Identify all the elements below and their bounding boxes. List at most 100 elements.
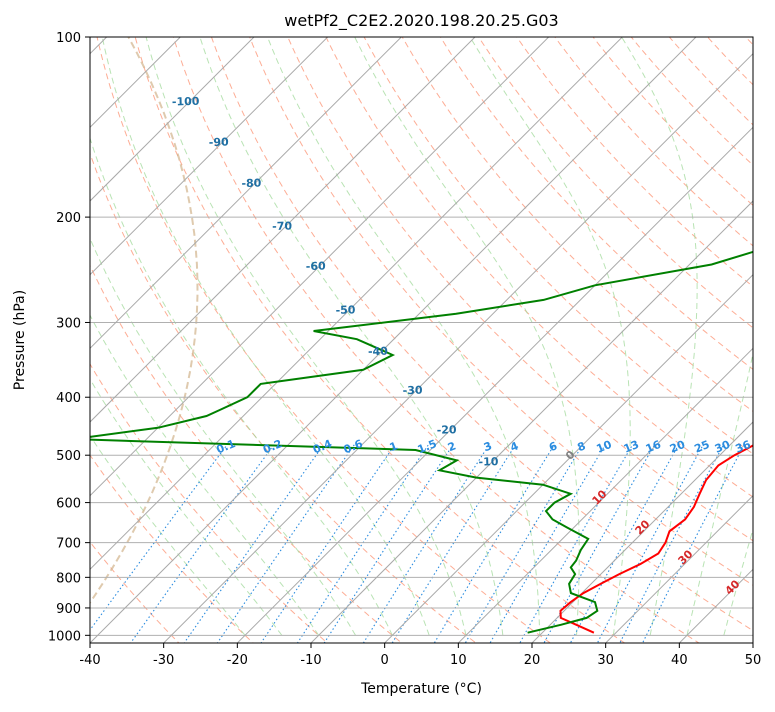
moist-adiabat [0, 24, 245, 636]
isotherm-label: -60 [306, 260, 327, 274]
mixing-ratio-label: 1.5 [416, 437, 439, 456]
temperature-line [561, 37, 775, 633]
mixing-ratio-label: 4 [508, 439, 520, 454]
dry-adiabat [207, 24, 775, 660]
x-tick-label: -20 [227, 653, 248, 668]
background-lines [0, 24, 775, 660]
x-tick-label: 30 [597, 653, 614, 668]
y-tick-label: 500 [56, 449, 81, 464]
dry-adiabat [658, 24, 775, 660]
mixing-ratio-line [68, 445, 227, 660]
moist-adiabat [724, 24, 775, 636]
isotherm-label: -90 [209, 136, 230, 150]
x-tick-label: 20 [524, 653, 541, 668]
mixing-ratio-label: 30 [713, 438, 732, 456]
isotherm-label: 40 [723, 577, 743, 597]
mixing-ratio-label: 13 [622, 438, 641, 456]
isotherm-label: -10 [478, 455, 499, 469]
mixing-ratio-line [481, 445, 606, 660]
moist-adiabat [613, 24, 697, 636]
dry-adiabat [545, 24, 775, 660]
y-axis-label: Pressure (hPa) [12, 290, 28, 390]
isotherm-label: -30 [402, 384, 423, 398]
y-tick-label: 700 [56, 537, 81, 552]
mixing-ratio-label: 20 [668, 438, 687, 456]
mixing-ratio-label: 25 [692, 438, 711, 456]
dry-adiabat [57, 24, 499, 660]
dry-adiabat [169, 24, 726, 660]
isotherm-line [0, 10, 650, 660]
plot-frame [90, 37, 753, 643]
x-tick-label: -30 [153, 653, 174, 668]
isotherm-label: -20 [437, 423, 458, 437]
x-tick-label: 0 [381, 653, 389, 668]
isotherm-label: -50 [335, 303, 356, 317]
moist-adiabat [462, 24, 630, 636]
moist-adiabat [63, 24, 392, 636]
mixing-ratio-line [250, 445, 395, 660]
isotherm-label: -70 [272, 220, 293, 234]
isotherm-line [441, 10, 775, 660]
x-tick-label: -40 [79, 653, 100, 668]
isotherm-line [0, 10, 281, 660]
isotherm-line [294, 10, 775, 660]
dry-adiabat [470, 24, 775, 660]
moist-adiabat [687, 24, 775, 636]
x-axis-ticks: -40 -30 -20 -10 0 10 20 30 40 50 [79, 643, 761, 668]
mixing-ratio-label: 0.6 [342, 437, 365, 456]
dry-adiabat [771, 24, 775, 660]
isotherm-line [736, 10, 775, 660]
moist-adiabat [196, 24, 503, 636]
y-tick-label: 300 [56, 316, 81, 331]
mixing-ratio-label: 0.2 [261, 437, 284, 456]
mixing-ratio-label: 6 [547, 439, 559, 454]
x-tick-label: 10 [450, 653, 467, 668]
moist-adiabat [4, 24, 318, 636]
x-tick-label: 50 [745, 653, 762, 668]
y-tick-label: 400 [56, 391, 81, 406]
y-tick-label: 200 [56, 211, 81, 226]
mixing-ratio-label: 3 [482, 439, 494, 454]
moist-adiabat [263, 24, 540, 636]
dry-adiabat [621, 24, 775, 660]
x-tick-label: -10 [300, 653, 321, 668]
moist-adiabat [100, 24, 430, 636]
isotherm-label: -40 [368, 345, 389, 359]
mixing-ratio-label: 0.1 [214, 437, 237, 456]
dry-adiabat [0, 24, 347, 660]
tan-curve [61, 37, 198, 643]
y-tick-label: 900 [56, 602, 81, 617]
mixing-ratio-label: 2 [446, 439, 458, 454]
isotherm-label: 10 [590, 487, 610, 507]
isotherm-line [73, 10, 723, 660]
dry-adiabat [320, 24, 775, 660]
mixing-ratio-line [424, 445, 554, 660]
x-axis-label: Temperature (°C) [360, 681, 482, 697]
dry-adiabat [245, 24, 775, 660]
y-tick-label: 800 [56, 571, 81, 586]
isotherm-label: 20 [633, 517, 653, 537]
y-tick-label: 600 [56, 497, 81, 512]
x-tick-label: 40 [671, 653, 688, 668]
moist-adiabat [143, 24, 466, 636]
mixing-ratio-line [206, 445, 355, 660]
mixing-ratio-line [535, 445, 655, 660]
isotherm-line [0, 10, 60, 660]
chart-title: wetPf2_C2E2.2020.198.20.25.G03 [284, 11, 558, 31]
dry-adiabat [282, 24, 775, 660]
isotherm-label: -100 [172, 95, 200, 109]
dry-adiabat [733, 24, 775, 660]
pressure-gridlines [90, 37, 753, 635]
isotherm-line [368, 10, 775, 660]
mixing-ratio-line [119, 445, 274, 660]
mixing-ratio-label: 36 [734, 438, 753, 456]
moist-adiabat [0, 24, 282, 636]
dry-adiabat [94, 24, 574, 660]
isotherm-label: -80 [241, 177, 262, 191]
mixing-ratio-line [511, 445, 633, 660]
isotherm-label: 30 [676, 547, 696, 567]
